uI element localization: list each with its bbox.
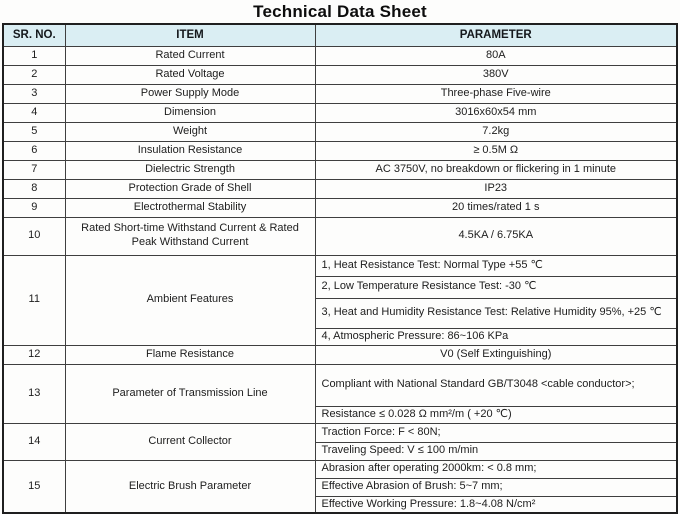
param-cell: 2, Low Temperature Resistance Test: -30 … — [314, 275, 678, 299]
table-row: Traveling Speed: V ≤ 100 m/min — [3, 441, 678, 461]
table-row: 10 Rated Short-time Withstand Current & … — [2, 216, 678, 256]
table-header: SR. NO. ITEM PARAMETER — [2, 23, 678, 47]
table-row: 12 Flame Resistance V0 (Self Extinguishi… — [2, 344, 678, 365]
sr-cell: 4 — [2, 102, 66, 123]
table-row: 3 Power Supply Mode Three-phase Five-wir… — [2, 83, 678, 104]
table-row: 7 Dielectric Strength AC 3750V, no break… — [2, 159, 678, 180]
table-row: 13 Parameter of Transmission Line Compli… — [2, 363, 678, 424]
param-cell: 4.5KA / 6.75KA — [314, 216, 678, 256]
item-cell: Flame Resistance — [64, 344, 316, 365]
item-cell: Rated Current — [64, 45, 316, 66]
param-cell: Compliant with National Standard GB/T304… — [314, 363, 678, 407]
sr-cell: 3 — [2, 83, 66, 104]
param-cell: ≥ 0.5M Ω — [314, 140, 678, 161]
item-cell: Protection Grade of Shell — [64, 178, 316, 199]
param-cell: Three-phase Five-wire — [314, 83, 678, 104]
sr-cell: 13 — [2, 363, 66, 424]
sr-cell: 6 — [2, 140, 66, 161]
table-row: Effective Working Pressure: 1.8~4.08 N/c… — [3, 495, 678, 514]
sr-cell: 9 — [2, 197, 66, 218]
param-cell: AC 3750V, no breakdown or flickering in … — [314, 159, 678, 180]
table-body: 1 Rated Current 80A 2 Rated Voltage 380V… — [2, 45, 678, 514]
header-parameter: PARAMETER — [314, 23, 678, 47]
item-cell: Parameter of Transmission Line — [64, 363, 316, 424]
item-cell: Current Collector — [64, 422, 316, 461]
sr-cell: 11 — [2, 254, 66, 346]
param-cell: 20 times/rated 1 s — [314, 197, 678, 218]
sr-cell: 12 — [2, 344, 66, 365]
param-cell: 80A — [314, 45, 678, 66]
item-cell: Insulation Resistance — [64, 140, 316, 161]
header-item: ITEM — [64, 23, 316, 47]
item-cell: Rated Voltage — [64, 64, 316, 85]
param-cell: 1, Heat Resistance Test: Normal Type +55… — [314, 254, 678, 277]
table-row: 4, Atmospheric Pressure: 86~106 KPa — [3, 327, 678, 346]
param-cell: Abrasion after operating 2000km: < 0.8 m… — [314, 459, 678, 479]
param-cell: 7.2kg — [314, 121, 678, 142]
table-row: 4 Dimension 3016x60x54 mm — [2, 102, 678, 123]
table-row: 6 Insulation Resistance ≥ 0.5M Ω — [2, 140, 678, 161]
param-cell: Resistance ≤ 0.028 Ω mm²/m ( +20 ℃) — [314, 405, 678, 424]
table-row: 2 Rated Voltage 380V — [2, 64, 678, 85]
sr-cell: 15 — [2, 459, 66, 514]
sr-cell: 1 — [2, 45, 66, 66]
sr-cell: 10 — [2, 216, 66, 256]
table-row: 15 Electric Brush Parameter Abrasion aft… — [2, 459, 678, 514]
table-row: Effective Abrasion of Brush: 5~7 mm; — [3, 477, 678, 497]
param-cell: Effective Working Pressure: 1.8~4.08 N/c… — [314, 495, 678, 514]
item-cell: Weight — [64, 121, 316, 142]
table-row: 11 Ambient Features 1, Heat Resistance T… — [2, 254, 678, 346]
item-cell: Dimension — [64, 102, 316, 123]
item-cell: Dielectric Strength — [64, 159, 316, 180]
param-cell: 3, Heat and Humidity Resistance Test: Re… — [314, 297, 678, 329]
param-cell: 3016x60x54 mm — [314, 102, 678, 123]
item-cell: Rated Short-time Withstand Current & Rat… — [64, 216, 316, 256]
table-row: 5 Weight 7.2kg — [2, 121, 678, 142]
sr-cell: 5 — [2, 121, 66, 142]
item-cell: Power Supply Mode — [64, 83, 316, 104]
item-cell: Electrothermal Stability — [64, 197, 316, 218]
table-row: 8 Protection Grade of Shell IP23 — [2, 178, 678, 199]
param-cell: 4, Atmospheric Pressure: 86~106 KPa — [314, 327, 678, 346]
param-cell: V0 (Self Extinguishing) — [314, 344, 678, 365]
param-cell: IP23 — [314, 178, 678, 199]
table-row: 1 Rated Current 80A — [2, 45, 678, 66]
sr-cell: 8 — [2, 178, 66, 199]
header-sr-no: SR. NO. — [2, 23, 66, 47]
sr-cell: 14 — [2, 422, 66, 461]
technical-data-table: SR. NO. ITEM PARAMETER 1 Rated Current 8… — [2, 23, 678, 514]
param-cell: Traveling Speed: V ≤ 100 m/min — [314, 441, 678, 461]
header-row: SR. NO. ITEM PARAMETER — [2, 23, 678, 47]
sr-cell: 7 — [2, 159, 66, 180]
item-cell: Ambient Features — [64, 254, 316, 346]
param-cell: Traction Force: F < 80N; — [314, 422, 678, 443]
param-cell: 380V — [314, 64, 678, 85]
sr-cell: 2 — [2, 64, 66, 85]
item-cell: Electric Brush Parameter — [64, 459, 316, 514]
table-row: 14 Current Collector Traction Force: F <… — [2, 422, 678, 461]
page-title: Technical Data Sheet — [253, 2, 427, 21]
param-cell: Effective Abrasion of Brush: 5~7 mm; — [314, 477, 678, 497]
table-row: 9 Electrothermal Stability 20 times/rate… — [2, 197, 678, 218]
